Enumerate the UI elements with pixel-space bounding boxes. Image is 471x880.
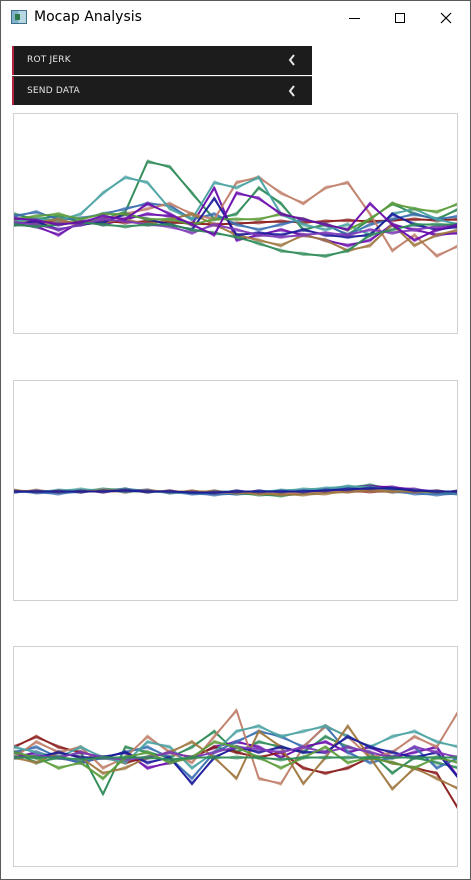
series-line-5 — [14, 723, 457, 771]
series-line-10 — [14, 755, 457, 762]
chevron-left-icon[interactable] — [288, 85, 296, 97]
plot-2-svg — [14, 483, 457, 498]
chevron-left-icon[interactable] — [288, 54, 296, 66]
plot-3-svg — [14, 708, 457, 810]
series-line-10 — [14, 756, 457, 761]
close-button[interactable] — [423, 1, 469, 35]
series-line-11 — [14, 194, 457, 243]
series-line-7 — [14, 487, 457, 494]
plot-1-svg — [14, 159, 457, 259]
maximize-icon — [395, 13, 405, 23]
series-line-3 — [14, 727, 457, 781]
series-line-7 — [14, 486, 457, 495]
minimize-icon — [348, 17, 360, 19]
series-line-9 — [14, 739, 457, 781]
plot-1 — [13, 113, 458, 334]
panel-rot-jerk[interactable]: ROT JERK — [12, 46, 312, 75]
plot-3 — [13, 646, 458, 867]
series-line-9 — [14, 201, 457, 229]
title-bar[interactable]: Mocap Analysis — [1, 1, 470, 35]
panel-send-data[interactable]: SEND DATA — [12, 76, 312, 105]
series-line-10 — [14, 220, 457, 259]
panel-label: SEND DATA — [27, 86, 80, 96]
minimize-button[interactable] — [331, 1, 377, 35]
series-line-6 — [14, 723, 457, 790]
panel-label: ROT JERK — [27, 55, 71, 65]
plot-2 — [13, 380, 458, 601]
app-window-icon — [11, 10, 27, 24]
window-title: Mocap Analysis — [34, 9, 142, 25]
close-icon — [440, 12, 452, 24]
maximize-button[interactable] — [377, 1, 423, 35]
